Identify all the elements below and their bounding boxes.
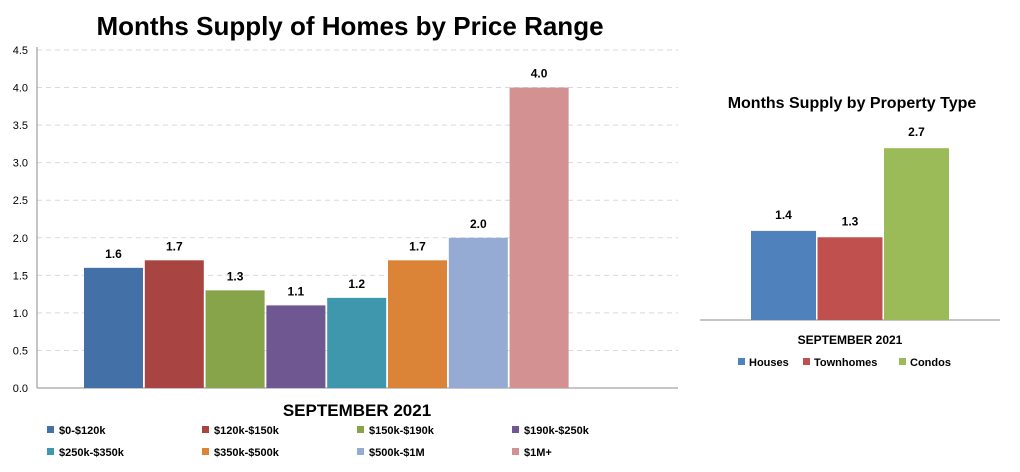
y-tick-label: 2.0 [13,233,28,245]
legend-swatch [47,448,54,455]
legend-item-label: $190k-$250k [524,425,590,437]
price-range-x-axis-label: SEPTEMBER 2021 [283,401,431,420]
legend-swatch [803,358,810,365]
legend-item-label: Houses [749,357,789,369]
bar-8 [509,87,569,389]
legend-item-label: $120k-$150k [214,425,280,437]
price-range-chart: Months Supply of Homes by Price Range 0.… [13,11,678,459]
legend-item-label: $150k-$190k [369,425,435,437]
legend-swatch [512,448,519,455]
property-type-legend: Houses Townhomes Condos [738,357,951,369]
y-tick-label: 0.0 [13,383,28,395]
legend-item-label: $1M+ [524,447,552,459]
legend-swatch [899,358,906,365]
y-tick-label: 2.5 [13,195,28,207]
bar-4 [266,305,326,388]
bar-7 [448,237,508,388]
legend-swatch [357,426,364,433]
bar-5 [327,297,387,388]
legend-swatch [47,426,54,433]
y-tick-label: 1.5 [13,270,28,282]
price-range-chart-title: Months Supply of Homes by Price Range [96,11,603,41]
data-label: 1.7 [409,239,426,253]
y-tick-label: 3.0 [13,158,28,170]
legend-item-label: $250k-$350k [59,447,125,459]
bar-condos [884,148,949,320]
bar-houses [751,230,816,320]
bar-1 [84,267,143,388]
data-label: 1.7 [166,239,183,253]
legend-swatch [512,426,519,433]
data-label: 1.1 [288,284,305,298]
property-type-chart: Months Supply by Property Type 1.4 1.3 2.7… [700,95,1000,369]
price-range-legend: $0-$120k $120k-$150k $150k-$190k $190k-$250… [47,425,590,459]
bar-townhomes [817,237,883,320]
data-label: 2.0 [470,217,487,231]
bar-3 [205,290,265,388]
data-label: 4.0 [531,67,548,81]
data-label: 1.6 [105,247,122,261]
price-range-y-axis: 0.0 0.5 1.0 1.5 2.0 2.5 3.0 3.5 4.0 4.5 [13,45,38,395]
property-type-x-axis-label: SEPTEMBER 2021 [798,333,903,347]
y-tick-label: 4.0 [13,83,28,95]
legend-item-label: Townhomes [814,357,877,369]
property-type-data-labels: 1.4 1.3 2.7 [775,125,925,228]
bar-6 [388,260,447,388]
legend-item-label: $0-$120k [59,425,106,437]
price-range-data-labels: 1.6 1.7 1.3 1.1 1.2 1.7 2.0 4.0 [105,67,548,299]
legend-swatch [357,448,364,455]
data-label: 1.4 [775,208,792,222]
property-type-chart-title: Months Supply by Property Type [728,95,977,112]
data-label: 1.2 [348,277,365,291]
legend-swatch [738,358,745,365]
data-label: 1.3 [842,214,859,228]
legend-item-label: $350k-$500k [214,447,280,459]
y-tick-label: 1.0 [13,308,28,320]
price-range-bars [84,87,569,389]
data-label: 1.3 [227,269,244,283]
bar-2 [144,260,204,388]
legend-item-label: Condos [910,357,951,369]
y-tick-label: 4.5 [13,45,28,57]
legend-swatch [202,426,209,433]
data-label: 2.7 [908,125,925,139]
y-tick-label: 3.5 [13,120,28,132]
property-type-bars [751,148,949,320]
legend-item-label: $500k-$1M [369,447,425,459]
price-range-gridlines [37,49,678,351]
legend-swatch [202,448,209,455]
y-tick-label: 0.5 [13,345,28,357]
